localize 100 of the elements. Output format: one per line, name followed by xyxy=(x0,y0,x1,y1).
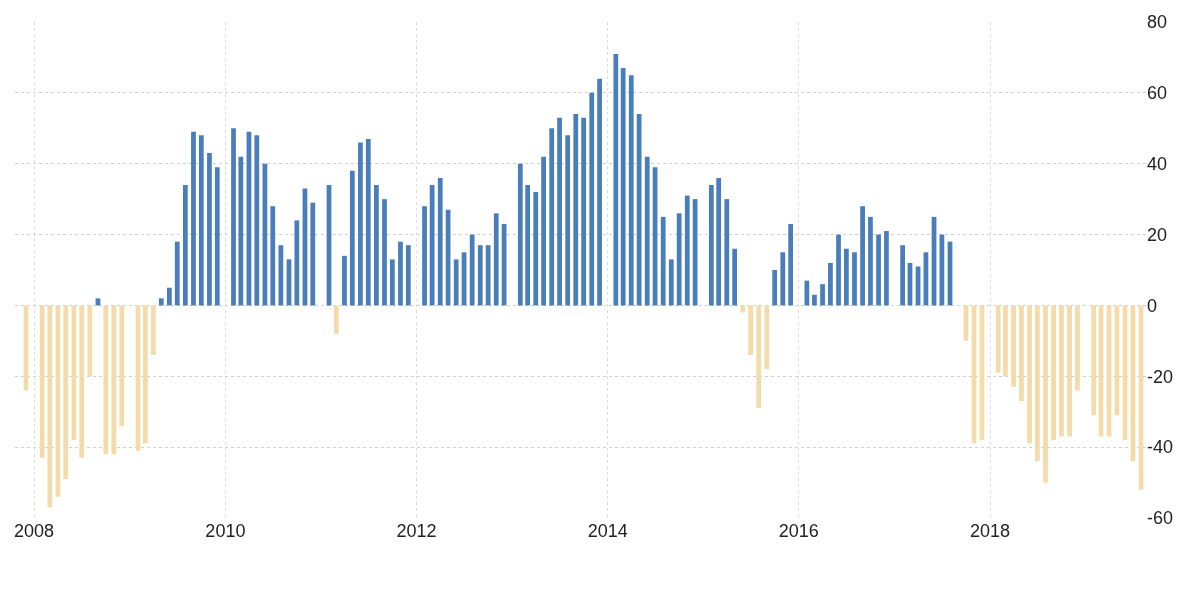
bar xyxy=(437,177,443,306)
bar xyxy=(684,195,690,306)
y-tick-label: 60 xyxy=(1147,83,1168,104)
x-tick-label: 2012 xyxy=(396,521,437,541)
bar xyxy=(469,234,475,306)
bar xyxy=(1075,305,1080,391)
bar xyxy=(843,248,849,306)
bar xyxy=(692,199,698,306)
y-tick-label: 0 xyxy=(1147,295,1158,316)
bar xyxy=(620,68,626,306)
x-tick-label: 2008 xyxy=(14,521,55,541)
bar xyxy=(636,114,642,306)
bar xyxy=(820,284,825,306)
y-tick-label: -20 xyxy=(1147,366,1174,387)
bar xyxy=(167,287,172,306)
bar xyxy=(660,216,666,306)
bar xyxy=(1043,305,1048,483)
bar xyxy=(716,177,722,306)
bar xyxy=(294,220,300,306)
bar xyxy=(836,234,841,306)
y-tick-label: -60 xyxy=(1147,508,1174,529)
bar xyxy=(63,305,69,480)
bar xyxy=(103,305,109,455)
bar xyxy=(182,184,188,306)
bar xyxy=(453,259,459,306)
y-tick-label: 20 xyxy=(1147,224,1168,245)
bar xyxy=(884,231,889,306)
bar xyxy=(876,234,881,306)
bar xyxy=(405,245,411,306)
bar xyxy=(198,135,204,306)
bar xyxy=(1003,305,1008,377)
bar xyxy=(231,128,236,306)
bar xyxy=(708,184,714,306)
bar xyxy=(1011,305,1016,387)
bar xyxy=(549,128,555,306)
bar xyxy=(573,114,579,306)
bar xyxy=(374,184,379,306)
bar xyxy=(541,156,546,306)
bar xyxy=(349,170,355,306)
bar xyxy=(756,305,762,409)
bar xyxy=(1019,305,1024,402)
bar xyxy=(87,305,93,377)
bar xyxy=(158,298,164,306)
y-tick-label: 80 xyxy=(1147,12,1168,33)
bar xyxy=(517,163,523,306)
bar xyxy=(557,117,562,306)
bar xyxy=(644,156,650,306)
x-tick-label: 2014 xyxy=(587,521,628,541)
bar xyxy=(39,305,45,458)
bar xyxy=(628,75,634,306)
bar xyxy=(310,202,316,306)
bar xyxy=(333,305,339,334)
bar xyxy=(342,255,347,306)
bar xyxy=(477,245,483,306)
bar xyxy=(812,294,817,306)
bar xyxy=(676,213,682,306)
bar xyxy=(191,131,196,306)
bar xyxy=(668,259,674,306)
bar xyxy=(365,138,371,306)
bar xyxy=(358,142,363,306)
bar xyxy=(995,305,1001,373)
bar xyxy=(254,135,260,306)
bar xyxy=(748,305,753,356)
bar xyxy=(493,213,499,306)
bar xyxy=(174,241,180,306)
bar xyxy=(1067,305,1072,437)
bar xyxy=(533,192,539,306)
x-tick-label: 2016 xyxy=(778,521,819,541)
x-tick-label: 2010 xyxy=(205,521,246,541)
bar xyxy=(382,199,387,306)
bar xyxy=(724,199,730,306)
bar xyxy=(589,92,595,306)
bar xyxy=(1035,305,1040,462)
bar xyxy=(1027,305,1032,444)
bar xyxy=(613,53,619,306)
bar xyxy=(565,135,571,306)
bar xyxy=(142,305,148,444)
bar xyxy=(900,245,906,306)
bar xyxy=(1059,305,1064,437)
bar xyxy=(860,206,865,306)
bar xyxy=(1051,305,1057,441)
bar xyxy=(1091,305,1097,416)
bar xyxy=(207,153,212,306)
bar xyxy=(422,206,427,306)
y-tick-label: -40 xyxy=(1147,437,1174,458)
bar xyxy=(852,252,857,306)
bar xyxy=(828,262,833,306)
x-tick-label: 2018 xyxy=(970,521,1011,541)
bar xyxy=(732,248,738,306)
bar xyxy=(389,259,395,306)
bar xyxy=(270,206,276,306)
bar xyxy=(151,305,156,356)
bar xyxy=(581,117,587,306)
y-tick-label: 40 xyxy=(1147,154,1168,175)
bar xyxy=(278,245,284,306)
bar xyxy=(764,305,770,370)
bar xyxy=(788,223,794,306)
bar xyxy=(398,241,403,306)
bar xyxy=(47,305,53,508)
bar xyxy=(119,305,125,426)
